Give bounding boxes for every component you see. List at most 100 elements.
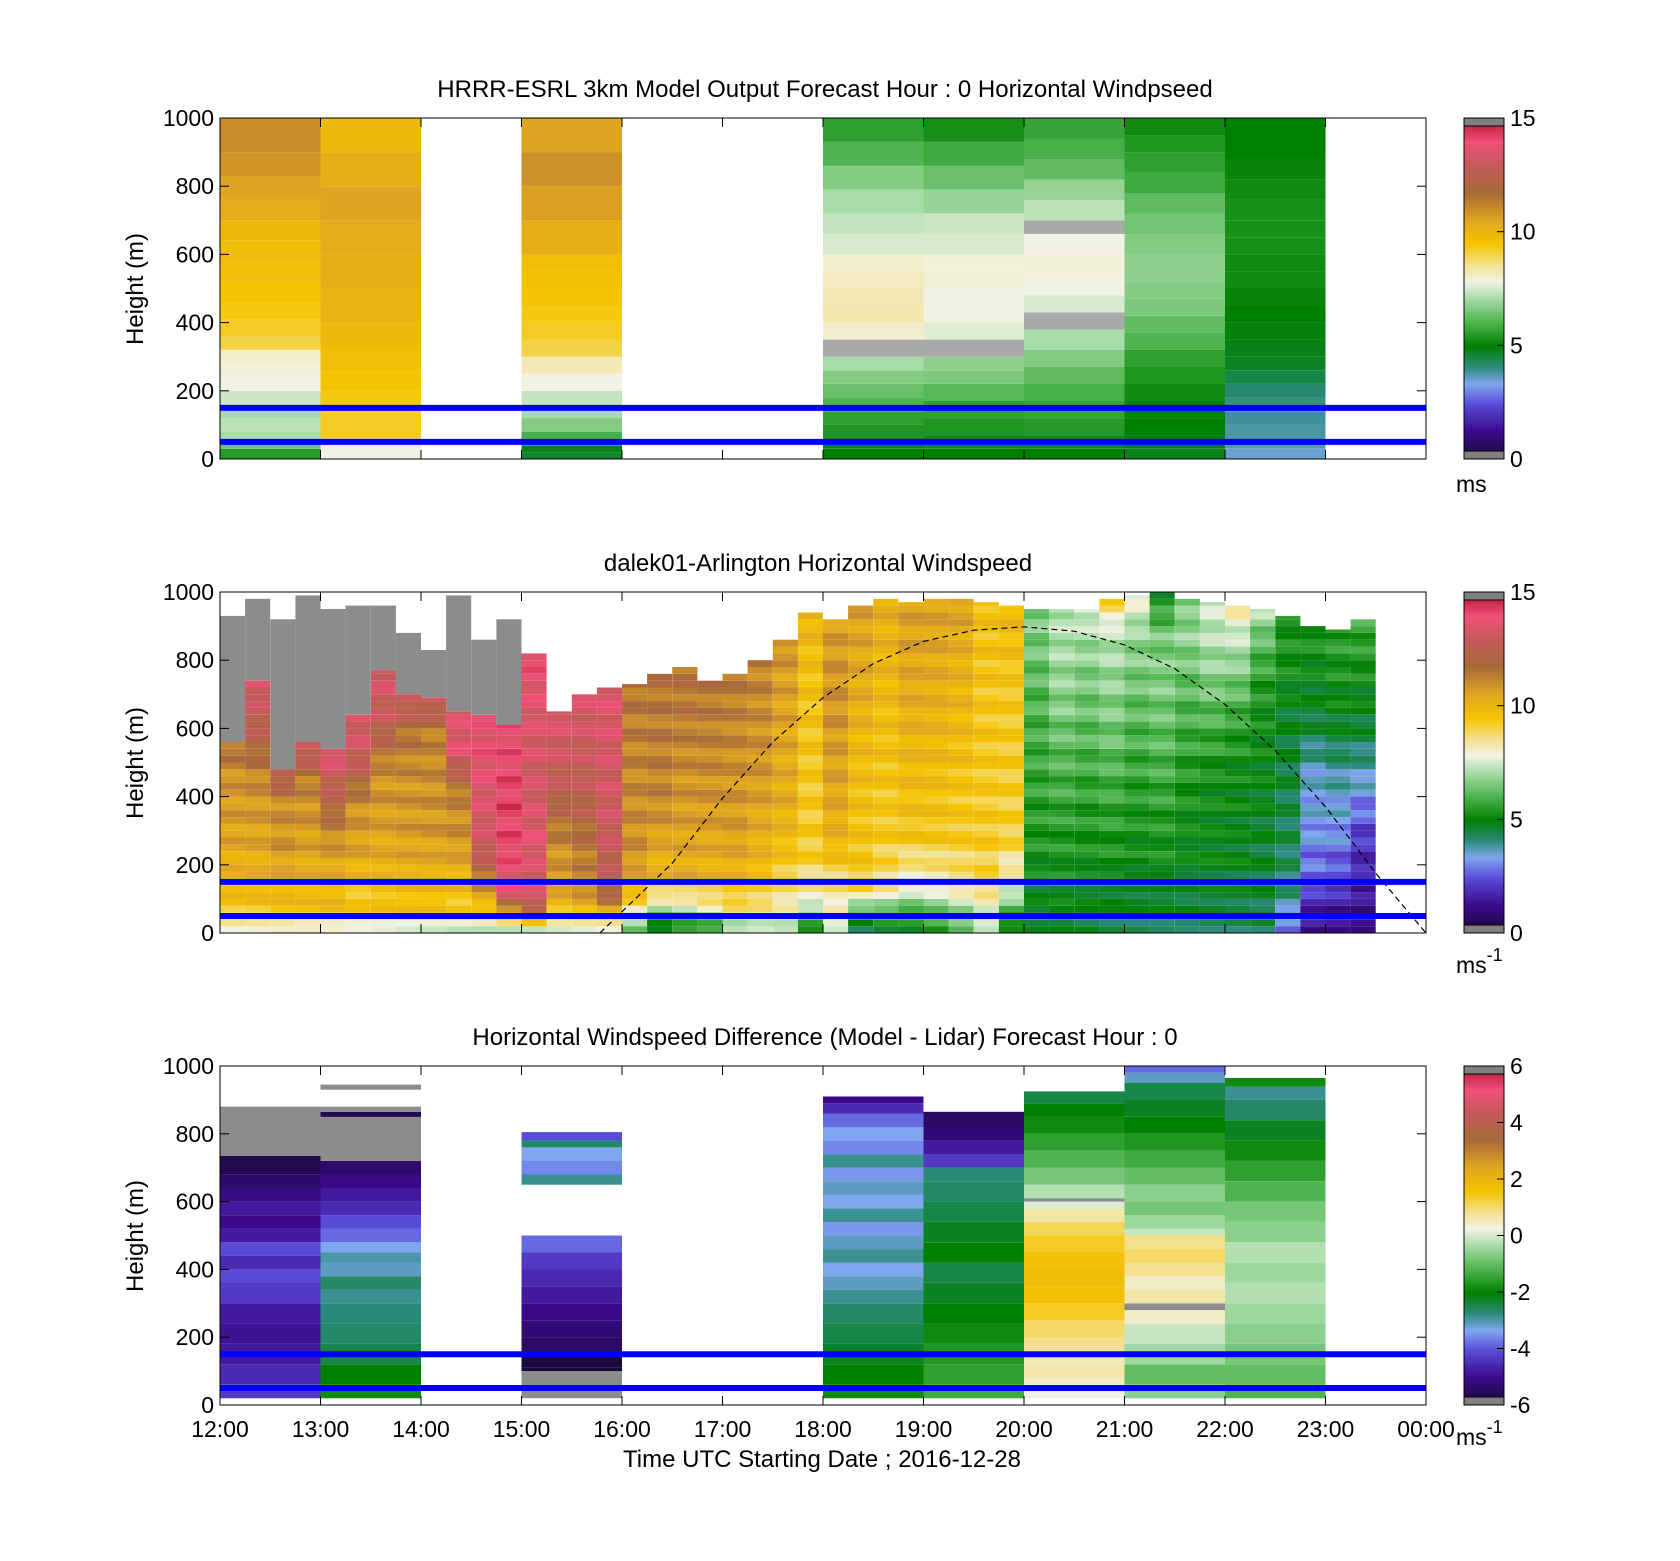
heatmap-cell — [647, 707, 673, 715]
heatmap-cell — [1325, 898, 1351, 906]
heatmap-cell — [521, 735, 547, 742]
heatmap-cell — [320, 1262, 421, 1277]
heatmap-cell — [1124, 213, 1225, 234]
heatmap-cell — [1099, 905, 1125, 913]
heatmap-cell — [873, 837, 899, 845]
heatmap-cell — [245, 905, 271, 913]
heatmap-cell — [521, 1252, 622, 1270]
heatmap-cell — [245, 755, 271, 763]
heatmap-cell — [622, 823, 648, 831]
heatmap-cell — [898, 783, 924, 790]
heatmap-cell — [1174, 892, 1200, 899]
heatmap-cell — [923, 1127, 1024, 1141]
heatmap-cell — [1250, 803, 1276, 811]
heatmap-cell — [1325, 830, 1351, 838]
heatmap-cell — [1300, 926, 1326, 933]
heatmap-cell — [898, 660, 924, 667]
heatmap-cell — [1024, 295, 1125, 313]
x-tick-label: 22:00 — [1196, 1416, 1254, 1442]
heatmap-cell — [270, 898, 296, 906]
heatmap-cell — [1049, 864, 1075, 872]
heatmap-cell — [873, 667, 899, 674]
heatmap-cell — [571, 898, 597, 906]
heatmap-cell — [546, 919, 572, 927]
heatmap-cell — [1225, 817, 1251, 824]
heatmap-cell — [1124, 755, 1150, 763]
y-tick-label: 400 — [176, 784, 214, 810]
heatmap-cell — [1049, 919, 1075, 927]
heatmap-cell — [697, 769, 723, 777]
heatmap-cell — [471, 844, 497, 852]
heatmap-cell — [1300, 707, 1326, 715]
heatmap-cell — [873, 707, 899, 715]
heatmap-cell — [1275, 905, 1301, 913]
heatmap-cell — [1099, 605, 1125, 613]
heatmap-cell — [697, 707, 723, 715]
heatmap-cell — [1275, 796, 1301, 804]
heatmap-cell — [1250, 714, 1276, 722]
heatmap-cell — [220, 789, 246, 797]
heatmap-cell — [320, 823, 346, 831]
heatmap-cell — [1325, 660, 1351, 667]
heatmap-cell — [697, 830, 723, 838]
heatmap-cell — [722, 735, 748, 742]
heatmap-cell — [998, 919, 1024, 927]
heatmap-cell — [848, 817, 874, 824]
heatmap-cell — [672, 898, 698, 906]
heatmap-cell — [320, 919, 346, 927]
heatmap-cell — [1149, 803, 1175, 811]
heatmap-cell — [496, 796, 522, 804]
heatmap-cell — [245, 687, 271, 695]
heatmap-cell — [923, 1262, 1024, 1283]
heatmap-cell — [848, 639, 874, 647]
heatmap-cell — [1099, 919, 1125, 927]
heatmap-cell — [747, 803, 773, 811]
heatmap-cell — [471, 817, 497, 824]
heatmap-cell — [220, 220, 321, 241]
heatmap-cell — [797, 632, 823, 640]
x-tick-label: 15:00 — [493, 1416, 551, 1442]
heatmap-cell — [898, 858, 924, 865]
heatmap-cell — [772, 646, 798, 654]
heatmap-cell — [923, 448, 1024, 459]
heatmap-cell — [1350, 810, 1376, 817]
heatmap-cell — [1099, 796, 1125, 804]
heatmap-cell — [521, 653, 547, 661]
heatmap-cell — [496, 830, 522, 838]
heatmap-cell — [521, 919, 547, 927]
heatmap-cell — [521, 1160, 622, 1175]
heatmap-cell — [948, 776, 974, 783]
heatmap-cell — [848, 721, 874, 729]
heatmap-cell — [722, 803, 748, 811]
heatmap-cell — [521, 1147, 622, 1161]
heatmap-cell — [295, 810, 321, 817]
heatmap-cell — [1024, 653, 1050, 661]
heatmap-cell — [596, 926, 622, 933]
heatmap-cell — [1174, 707, 1200, 715]
heatmap-cell — [1250, 609, 1276, 613]
heatmap-cell — [1149, 885, 1175, 893]
heatmap-cell — [1149, 592, 1175, 599]
heatmap-cell — [1225, 1201, 1326, 1222]
heatmap-cell — [823, 926, 849, 933]
heatmap-cell — [1325, 789, 1351, 797]
heatmap-cell — [421, 885, 447, 893]
heatmap-cell — [1300, 748, 1326, 756]
heatmap-cell — [1099, 701, 1125, 708]
heatmap-cell — [1300, 673, 1326, 681]
heatmap-cell — [571, 707, 597, 715]
heatmap-cell — [1350, 830, 1376, 838]
heatmap-cell — [898, 762, 924, 770]
heatmap-cell — [370, 680, 396, 688]
y-tick-label: 400 — [176, 310, 214, 336]
heatmap-cell — [1024, 220, 1125, 234]
heatmap-cell — [823, 1154, 924, 1168]
heatmap-cell — [1199, 844, 1225, 852]
heatmap-cell — [270, 803, 296, 811]
x-tick-label: 14:00 — [392, 1416, 450, 1442]
heatmap-cell — [747, 667, 773, 674]
heatmap-cell — [471, 864, 497, 872]
heatmap-cell — [697, 721, 723, 729]
heatmap-cell — [1325, 796, 1351, 804]
heatmap-cell — [1275, 632, 1301, 640]
